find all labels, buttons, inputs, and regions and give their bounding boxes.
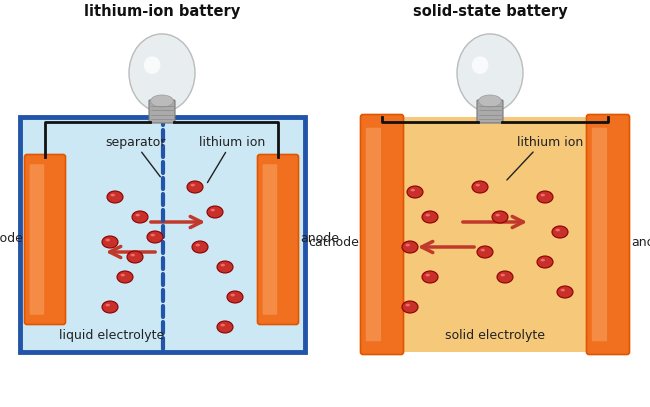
Ellipse shape xyxy=(192,241,208,253)
Ellipse shape xyxy=(151,234,155,236)
Ellipse shape xyxy=(472,181,488,193)
FancyBboxPatch shape xyxy=(149,100,175,123)
Ellipse shape xyxy=(480,249,485,252)
Ellipse shape xyxy=(477,246,493,258)
Ellipse shape xyxy=(476,184,480,186)
Ellipse shape xyxy=(560,289,565,291)
Text: cathode: cathode xyxy=(308,236,359,249)
Text: anode: anode xyxy=(300,232,339,245)
FancyBboxPatch shape xyxy=(592,128,607,341)
Ellipse shape xyxy=(187,181,203,193)
Ellipse shape xyxy=(136,214,140,217)
Ellipse shape xyxy=(402,301,418,313)
Ellipse shape xyxy=(537,191,553,203)
FancyBboxPatch shape xyxy=(263,164,277,315)
Text: solid electrolyte: solid electrolyte xyxy=(445,329,545,342)
Text: lithium ion: lithium ion xyxy=(199,136,265,149)
Ellipse shape xyxy=(426,274,430,276)
Ellipse shape xyxy=(207,206,223,218)
Ellipse shape xyxy=(105,304,110,306)
Bar xyxy=(20,117,305,352)
Ellipse shape xyxy=(537,256,553,268)
FancyBboxPatch shape xyxy=(477,100,503,123)
Text: liquid electrolyte: liquid electrolyte xyxy=(58,329,164,342)
Ellipse shape xyxy=(541,194,545,197)
Ellipse shape xyxy=(457,34,523,112)
FancyBboxPatch shape xyxy=(25,155,66,324)
FancyBboxPatch shape xyxy=(586,114,629,354)
Ellipse shape xyxy=(492,211,508,223)
Text: lithium ion: lithium ion xyxy=(517,136,583,149)
Ellipse shape xyxy=(117,271,133,283)
FancyBboxPatch shape xyxy=(257,155,298,324)
Ellipse shape xyxy=(557,286,573,298)
Ellipse shape xyxy=(196,244,200,246)
Text: cathode: cathode xyxy=(0,232,23,245)
Ellipse shape xyxy=(111,194,115,197)
Ellipse shape xyxy=(127,251,143,263)
Ellipse shape xyxy=(120,274,125,276)
FancyBboxPatch shape xyxy=(30,164,44,315)
Text: anode: anode xyxy=(631,236,650,249)
Ellipse shape xyxy=(102,236,118,248)
Text: lithium-ion battery: lithium-ion battery xyxy=(84,4,240,19)
Ellipse shape xyxy=(220,264,225,267)
Text: separator: separator xyxy=(105,136,165,149)
Ellipse shape xyxy=(217,261,233,273)
Ellipse shape xyxy=(220,324,225,326)
Ellipse shape xyxy=(144,56,161,74)
Ellipse shape xyxy=(500,274,505,276)
Ellipse shape xyxy=(495,214,500,217)
Ellipse shape xyxy=(406,244,410,246)
FancyBboxPatch shape xyxy=(366,128,381,341)
FancyBboxPatch shape xyxy=(361,114,404,354)
Ellipse shape xyxy=(231,294,235,296)
Ellipse shape xyxy=(556,229,560,232)
Ellipse shape xyxy=(107,191,123,203)
Ellipse shape xyxy=(102,301,118,313)
Ellipse shape xyxy=(131,254,135,256)
Ellipse shape xyxy=(147,231,163,243)
Ellipse shape xyxy=(105,239,110,241)
Ellipse shape xyxy=(211,209,215,211)
Ellipse shape xyxy=(151,95,174,107)
Ellipse shape xyxy=(411,189,415,191)
Ellipse shape xyxy=(478,95,501,107)
Ellipse shape xyxy=(552,226,568,238)
Ellipse shape xyxy=(406,304,410,306)
Ellipse shape xyxy=(402,241,418,253)
Ellipse shape xyxy=(190,184,195,186)
Ellipse shape xyxy=(422,211,438,223)
Ellipse shape xyxy=(132,211,148,223)
Bar xyxy=(401,117,589,352)
Ellipse shape xyxy=(217,321,233,333)
Ellipse shape xyxy=(407,186,423,198)
Ellipse shape xyxy=(422,271,438,283)
Ellipse shape xyxy=(497,271,513,283)
Ellipse shape xyxy=(541,259,545,261)
Ellipse shape xyxy=(129,34,195,112)
Ellipse shape xyxy=(426,214,430,217)
Ellipse shape xyxy=(227,291,243,303)
Text: solid-state battery: solid-state battery xyxy=(413,4,567,19)
Ellipse shape xyxy=(472,56,488,74)
